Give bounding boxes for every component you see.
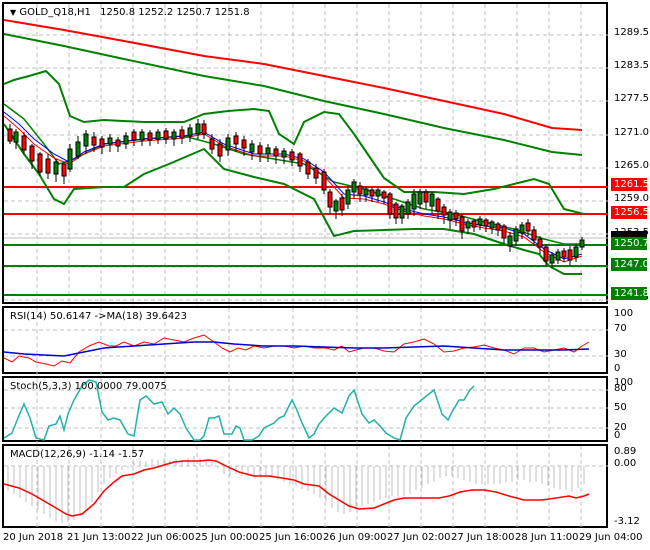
symbol-label: GOLD_Q18,H1 xyxy=(19,7,91,18)
price-tick: 1259.0 xyxy=(614,193,649,204)
level-tag-1256-5: 1256.5 xyxy=(611,206,649,219)
stochastic-label: Stoch(5,3,3) 100.0000 79.0075 xyxy=(10,381,167,392)
time-label: 25 Jun 00:00 xyxy=(195,532,259,543)
price-tick: 1277.5 xyxy=(614,93,649,104)
level-tag-1247-0: 1247.0 xyxy=(611,258,649,271)
level-tag-1241-8: 1241.8 xyxy=(611,287,649,300)
macd-tick: -3.12 xyxy=(614,516,640,527)
stoch-tick: 80 xyxy=(614,383,627,394)
stochastic-canvas xyxy=(4,378,608,444)
macd-canvas xyxy=(4,446,608,530)
time-label: 25 Jun 16:00 xyxy=(259,532,323,543)
level-tag-1261-5: 1261.5 xyxy=(611,178,649,191)
time-label: 21 Jun 13:00 xyxy=(67,532,131,543)
time-label: 27 Jun 02:00 xyxy=(387,532,451,543)
rsi-canvas xyxy=(4,308,608,376)
macd-panel[interactable]: MACD(12,26,9) -1.14 -1.57 xyxy=(2,444,608,530)
rsi-panel[interactable]: RSI(14) 50.6147 ->MA(18) 39.6423 xyxy=(2,306,608,376)
rsi-label: RSI(14) 50.6147 ->MA(18) 39.6423 xyxy=(10,311,187,322)
candles xyxy=(7,119,585,268)
price-chart-canvas xyxy=(4,4,608,306)
stochastic-panel[interactable]: Stoch(5,3,3) 100.0000 79.0075 xyxy=(2,376,608,444)
stoch-tick: 100 xyxy=(614,377,634,388)
price-chart-panel[interactable]: ▼ GOLD_Q18,H1 1250.8 1252.2 1250.7 1251.… xyxy=(2,2,608,306)
time-label: 20 Jun 2018 xyxy=(3,532,64,543)
stoch-tick: 50 xyxy=(614,402,627,413)
macd-label: MACD(12,26,9) -1.14 -1.57 xyxy=(10,449,145,460)
ohlc-values: 1250.8 1252.2 1250.7 1251.8 xyxy=(100,7,250,18)
level-tag-1250-7: 1250.7 xyxy=(611,237,649,250)
rsi-tick: 70 xyxy=(614,323,627,334)
price-tick: 1271.0 xyxy=(614,127,649,138)
price-tick: 1283.5 xyxy=(614,60,649,71)
price-tick: 1289.5 xyxy=(614,27,649,38)
chart-title: ▼ GOLD_Q18,H1 1250.8 1252.2 1250.7 1251.… xyxy=(10,7,250,18)
triangle-down-icon[interactable]: ▼ xyxy=(10,8,17,17)
time-label: 26 Jun 09:00 xyxy=(323,532,387,543)
time-label: 28 Jun 11:00 xyxy=(515,532,579,543)
rsi-tick: 30 xyxy=(614,349,627,360)
time-label: 27 Jun 18:00 xyxy=(451,532,515,543)
stoch-tick: 20 xyxy=(614,422,627,433)
current-price-marker xyxy=(611,231,647,237)
time-label: 29 Jun 04:00 xyxy=(579,532,643,543)
price-tick: 1265.0 xyxy=(614,160,649,171)
rsi-tick: 0 xyxy=(614,363,621,374)
stoch-tick: 0 xyxy=(614,430,621,441)
time-label: 22 Jun 06:00 xyxy=(131,532,195,543)
macd-tick: 0.00 xyxy=(614,458,637,469)
macd-tick: 0.89 xyxy=(614,446,637,457)
rsi-tick: 100 xyxy=(614,308,634,319)
